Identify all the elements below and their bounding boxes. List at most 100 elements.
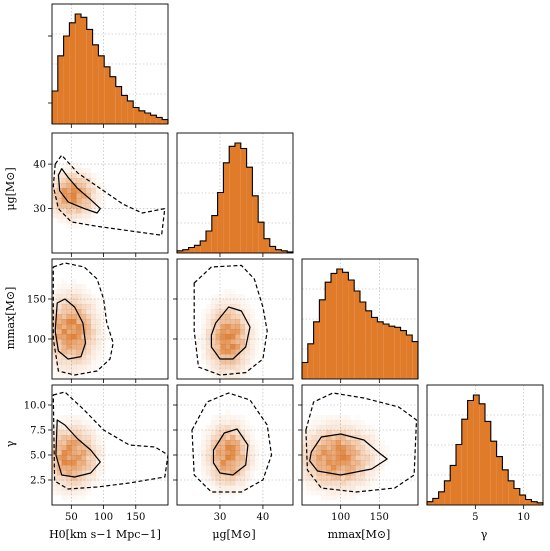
density-cell — [61, 163, 67, 169]
histogram-bar — [348, 280, 355, 379]
density-cell — [201, 445, 207, 451]
density-cell — [239, 485, 245, 491]
density-cell — [244, 440, 250, 446]
density-cell — [201, 460, 207, 466]
density-cell — [306, 435, 312, 441]
density-cell — [61, 490, 67, 496]
density-cell — [235, 294, 241, 300]
density-cell — [220, 475, 226, 481]
density-cell — [81, 460, 87, 466]
density-cell — [71, 430, 77, 436]
density-cell — [220, 319, 226, 325]
density-cell — [81, 319, 87, 325]
density-cell — [230, 430, 236, 436]
density-cell — [215, 480, 221, 486]
density-cell — [66, 223, 72, 229]
density-cell — [235, 480, 241, 486]
density-cell — [311, 420, 317, 426]
density-cell — [201, 475, 207, 481]
histogram-bar — [269, 246, 276, 253]
density-cell — [206, 304, 212, 310]
density-cell — [85, 329, 91, 335]
histogram-bar — [438, 491, 445, 505]
density-cell — [379, 445, 385, 451]
histogram-bar — [115, 86, 122, 124]
density-cell — [52, 183, 58, 189]
density-cell — [52, 319, 58, 325]
density-cell — [81, 344, 87, 350]
panel-frame — [301, 384, 419, 506]
density-cell — [71, 374, 77, 379]
density-cell — [215, 415, 221, 421]
density-cell — [321, 445, 327, 451]
density-cell — [61, 324, 67, 330]
density-cell — [61, 435, 67, 441]
histogram-bar — [490, 441, 497, 505]
density-cell — [335, 430, 341, 436]
x-tick-label: 50 — [65, 512, 78, 523]
density-cell — [61, 173, 67, 179]
density-cell — [76, 445, 82, 451]
density-cell — [56, 309, 62, 315]
density-cell — [61, 168, 67, 174]
density-cell — [56, 420, 62, 426]
density-cell — [225, 455, 231, 461]
density-cell — [215, 374, 221, 379]
density-cell — [230, 364, 236, 370]
density-cell — [81, 455, 87, 461]
density-cell — [71, 475, 77, 481]
density-cell — [56, 435, 62, 441]
density-cell — [331, 435, 337, 441]
density-cell — [56, 193, 62, 199]
density-cell — [61, 354, 67, 360]
y-tick-label: 150 — [27, 295, 46, 306]
density-cell — [85, 349, 91, 355]
density-cell — [254, 450, 260, 456]
density-cell — [316, 450, 322, 456]
density-cell — [52, 374, 57, 379]
density-cell — [225, 425, 231, 431]
density-cell — [345, 440, 351, 446]
histogram-bar — [63, 36, 70, 124]
histogram-bar — [182, 249, 189, 253]
density-cell — [56, 445, 62, 451]
density-cell — [306, 425, 312, 431]
density-cell — [90, 349, 96, 355]
density-cell — [239, 460, 245, 466]
density-cell — [345, 450, 351, 456]
density-cell — [235, 324, 241, 330]
y-tick-label: 10.0 — [24, 401, 46, 412]
density-cell — [61, 203, 67, 209]
density-cell — [66, 284, 72, 290]
density-cell — [71, 490, 77, 496]
density-cell — [76, 324, 82, 330]
density-cell — [220, 490, 226, 496]
density-cell — [249, 455, 255, 461]
histogram-bar — [444, 480, 451, 505]
density-cell — [215, 455, 221, 461]
density-cell — [244, 369, 250, 375]
density-cell — [346, 495, 351, 500]
density-cell — [230, 374, 236, 379]
density-cell — [90, 324, 96, 330]
density-cell — [239, 455, 245, 461]
density-cell — [379, 465, 385, 471]
density-cell — [350, 450, 356, 456]
density-cell — [56, 208, 62, 214]
density-cell — [90, 329, 96, 335]
density-cell — [355, 460, 361, 466]
density-cell — [90, 460, 96, 466]
density-cell — [355, 435, 361, 441]
density-cell — [225, 359, 231, 365]
density-cell — [364, 450, 370, 456]
density-cell — [345, 465, 351, 471]
density-cell — [52, 349, 58, 355]
density-cell — [225, 480, 231, 486]
density-cell — [316, 475, 322, 481]
density-cell — [235, 435, 241, 441]
density-cell — [230, 445, 236, 451]
density-cell — [76, 369, 82, 375]
density-cell — [57, 415, 62, 420]
density-cell — [360, 460, 366, 466]
density-cell — [321, 490, 327, 496]
